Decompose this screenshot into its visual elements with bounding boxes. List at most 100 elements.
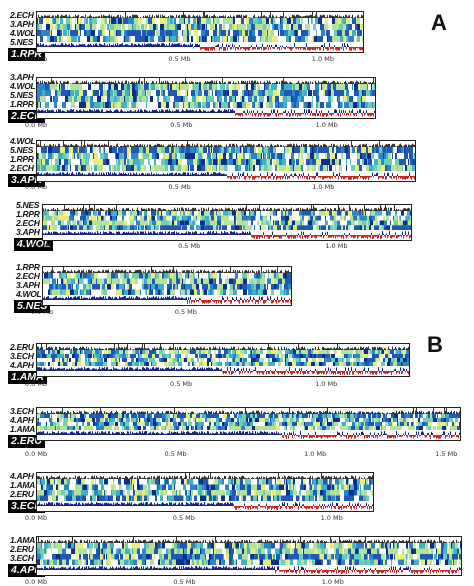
gc-skew-bar [322,45,323,47]
coverage-spike [117,83,118,84]
heat-stripe [140,159,144,165]
gc-skew-bar [327,113,328,116]
heat-stripe [305,24,307,30]
heat-stripe [331,153,335,159]
coverage-spike [317,145,318,147]
heat-stripe [276,36,278,42]
heat-stripe [80,159,81,165]
gc-skew-bar [319,47,320,50]
coverage-spike [75,15,76,18]
coverage-spike [57,15,58,18]
heat-stripe [235,18,238,24]
coverage-spike [210,210,211,211]
heat-stripe [130,225,134,230]
gc-skew-bar [212,232,213,235]
heat-stripe [59,36,61,42]
coverage-spike [143,209,144,211]
heat-stripe [133,96,136,102]
gc-skew-bar [288,111,289,113]
gc-skew-bar [161,232,162,235]
heat-stripe [97,216,98,221]
heat-stripe [156,221,157,226]
heat-stripe [258,18,262,24]
heat-stripe [125,24,128,30]
heat-stripe [158,159,161,165]
gc-skew-bar [248,47,249,50]
coverage-spike [381,208,382,211]
heat-stripe [41,84,45,90]
coverage-spike [298,15,299,18]
gc-skew-bar [228,233,229,235]
coverage-spike [89,16,90,18]
gc-skew-bar [365,113,366,114]
heat-stripe [401,211,404,216]
gc-skew-bar [66,44,67,47]
gc-skew-bar [85,233,86,235]
gc-skew-bar [163,43,164,47]
heat-stripe [312,36,313,42]
heat-stripe [247,147,250,153]
heat-stripe [180,225,181,230]
coverage-spike [157,16,158,18]
gc-skew-bar [71,173,72,176]
heat-stripe [343,225,344,230]
coverage-spike [111,15,112,18]
coverage-spike [71,209,72,211]
heat-stripe [361,147,362,153]
heat-stripe [342,216,344,221]
coverage-spike [232,83,233,84]
coverage-spike [190,83,191,84]
heat-stripe [147,24,149,30]
heat-stripe [319,84,320,90]
heat-stripe [204,211,206,216]
heat-stripe [298,24,302,30]
gc-skew-bar [289,113,290,117]
coverage-spike [408,145,409,147]
coverage-spike [118,146,119,147]
coverage-spike [326,145,327,147]
gc-skew-bar [119,112,120,113]
coverage-spike [319,210,320,211]
heat-stripe [340,216,342,221]
heat-stripe [218,18,219,24]
heat-stripe [246,216,247,221]
heat-stripe [109,165,111,171]
heat-stripe [232,96,235,102]
gc-skew-bar [83,233,84,235]
heat-stripe [332,147,334,153]
gc-skew-bar [145,231,146,235]
heat-stripe [197,165,201,171]
gc-skew-bar [176,173,177,176]
heat-stripe [82,159,85,165]
gc-skew-bar [332,176,333,178]
heat-stripe [138,84,141,90]
gc-skew-bar [250,47,251,48]
gc-skew-bar [359,174,360,176]
heat-stripe [121,84,124,90]
coverage-spike [171,210,172,211]
coverage-spike [49,15,50,18]
coverage-spike [315,15,316,18]
heat-stripe [127,153,129,159]
heat-stripe [160,225,162,230]
heat-stripe [184,102,188,108]
heat-stripe [56,211,57,216]
gc-skew-bar [209,112,210,113]
heat-stripe [138,18,142,24]
heat-stripe [84,221,87,226]
heat-stripe [157,221,161,226]
gc-skew-bar [81,233,82,235]
heat-stripe [235,165,238,171]
gc-skew-bar [256,113,257,114]
coverage-spike [103,15,104,18]
heat-stripe [362,147,366,153]
heat-stripe [67,221,71,226]
synteny-heatmap [36,11,364,53]
gc-skew-bar [196,173,197,176]
heat-stripe [124,96,125,102]
heat-stripe [277,153,281,159]
coverage-spike [314,208,315,211]
heat-stripe [263,96,264,102]
heat-stripe [316,24,320,30]
heat-stripe [257,153,261,159]
